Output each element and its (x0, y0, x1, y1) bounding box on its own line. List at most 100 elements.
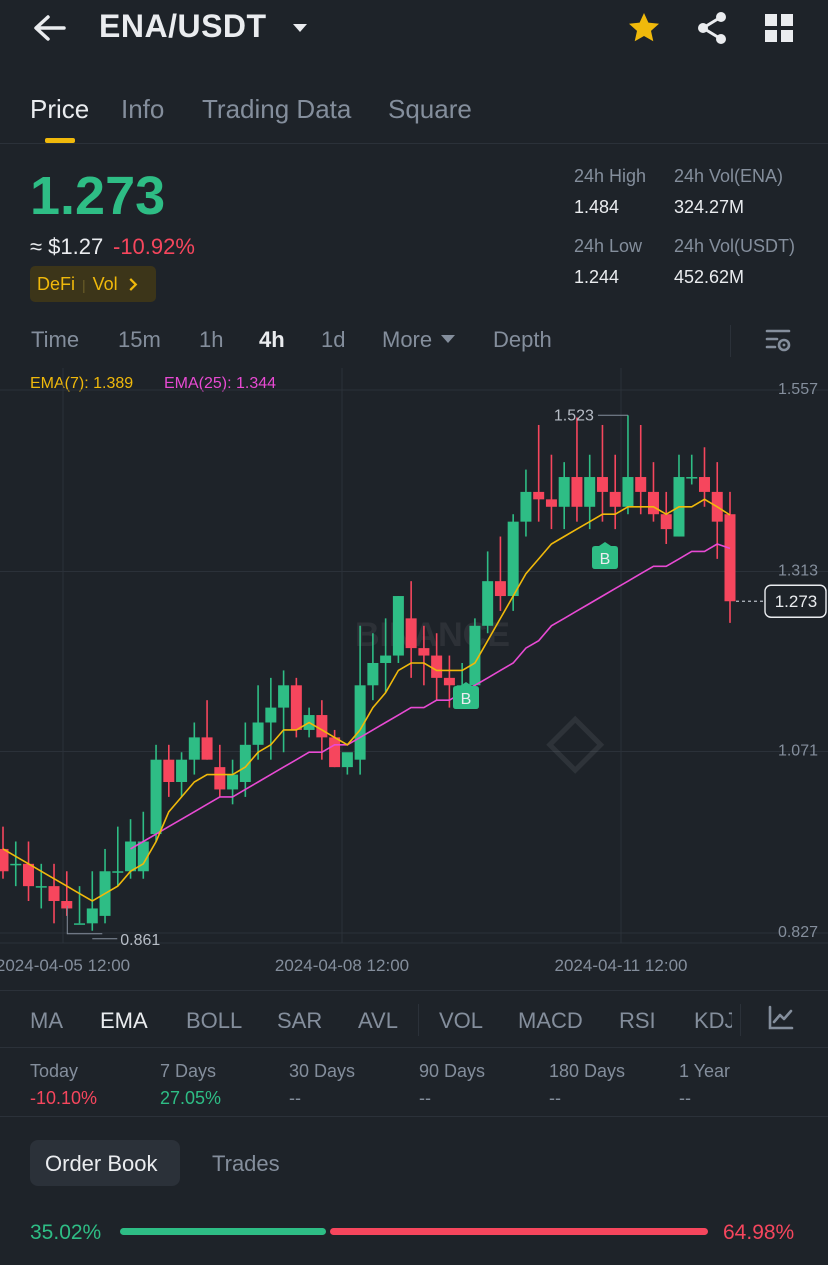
tab-order-book[interactable]: Order Book (30, 1140, 180, 1186)
bid-ratio-bar (120, 1228, 326, 1235)
low-price-label: 0.861 (120, 932, 160, 949)
grid-menu-icon[interactable] (762, 11, 796, 45)
stat-24h-low-label: 24h Low (574, 236, 643, 256)
candle-body (660, 514, 672, 530)
candle-body (112, 871, 124, 873)
candle-body (265, 707, 277, 723)
candle-body (150, 759, 162, 835)
candle-body (392, 596, 404, 656)
high-price-label: 1.523 (554, 407, 594, 424)
candle-body (622, 477, 634, 507)
candle-body (545, 499, 557, 507)
indicator-settings-icon[interactable] (766, 1004, 794, 1032)
indicator-boll[interactable]: BOLL (186, 1008, 243, 1033)
indicator-divider (418, 1004, 419, 1036)
interval-1h[interactable]: 1h (199, 327, 224, 352)
indicator-bar (0, 990, 828, 1048)
indicator-rsi[interactable]: RSI (619, 1008, 656, 1033)
indicator-divider-2 (740, 1004, 741, 1036)
interval-more-label: More (382, 327, 433, 352)
candle-body (686, 477, 698, 479)
candle-body (418, 648, 430, 656)
x-tick-label: 2024-04-05 12:00 (0, 956, 130, 975)
low-marker-bracket (66, 905, 103, 935)
stat-24h-low-value: 1.244 (574, 267, 620, 287)
candle-body (482, 581, 494, 626)
interval-1d[interactable]: 1d (321, 327, 346, 352)
star-icon[interactable] (626, 10, 662, 46)
candle-body (443, 677, 455, 686)
ema25-legend: EMA(25): 1.344 (164, 375, 277, 392)
perf-30d-label: 30 Days (289, 1061, 356, 1081)
candle-body (23, 863, 35, 887)
perf-7d-value: 27.05% (160, 1088, 222, 1108)
indicator-ema[interactable]: EMA (100, 1008, 148, 1033)
dropdown-caret-icon[interactable] (290, 18, 310, 38)
price-change-percent: -10.92% (113, 234, 195, 259)
candle-body (635, 477, 647, 492)
candle-body (188, 737, 200, 760)
tab-price[interactable]: Price (30, 94, 90, 124)
more-caret-icon (441, 335, 456, 343)
tag-defi: DeFi (37, 274, 76, 294)
indicator-sar[interactable]: SAR (277, 1008, 323, 1033)
indicator-kdj[interactable]: KDJ (694, 1008, 732, 1033)
x-tick-label: 2024-04-08 12:00 (275, 956, 409, 975)
candle-body (176, 759, 188, 783)
ema25-line (130, 543, 731, 850)
candle-body (341, 752, 353, 768)
stat-24h-high-value: 1.484 (574, 197, 620, 217)
indicator-vol[interactable]: VOL (439, 1008, 484, 1033)
indicator-ma[interactable]: MA (30, 1008, 63, 1033)
back-arrow-icon[interactable] (30, 10, 70, 46)
perf-180d-value: -- (549, 1088, 561, 1108)
chart-settings-icon[interactable] (762, 324, 794, 356)
tab-trading-data[interactable]: Trading Data (202, 94, 352, 124)
candle-body (469, 625, 481, 686)
ask-ratio-bar (330, 1228, 708, 1235)
tab-info[interactable]: Info (121, 94, 165, 124)
interval-more[interactable]: More (382, 327, 456, 353)
candle-body (571, 477, 583, 507)
candle-body (507, 521, 519, 597)
ask-percent: 64.98% (723, 1221, 795, 1244)
candle-body (278, 685, 290, 708)
interval-15m[interactable]: 15m (118, 327, 161, 352)
ema7-line (2, 498, 731, 902)
candle-body (724, 514, 736, 602)
candle-body (252, 722, 264, 745)
candle-body (558, 477, 570, 507)
buy-marker (453, 682, 479, 709)
stat-24h-vol-base-label: 24h Vol(ENA) (674, 166, 784, 186)
pair-title[interactable]: ENA/USDT (99, 8, 267, 44)
chevron-right-icon (129, 278, 138, 291)
perf-90d-label: 90 Days (419, 1061, 486, 1081)
tab-trades[interactable]: Trades (212, 1151, 280, 1176)
candle-body (584, 477, 596, 507)
perf-180d-label: 180 Days (549, 1061, 626, 1081)
candle-body (10, 863, 22, 866)
top-bar: ENA/USDT (0, 0, 828, 60)
interval-depth[interactable]: Depth (493, 327, 552, 352)
current-price-tag (764, 584, 827, 618)
candle-body (61, 901, 73, 909)
tab-square[interactable]: Square (388, 94, 472, 124)
candle-body (86, 908, 98, 924)
candle-body (609, 491, 621, 507)
tag-separator: | (82, 277, 86, 293)
candle-body (647, 491, 659, 515)
fiat-price: ≈ $1.27 (30, 234, 104, 259)
candle-body (354, 685, 366, 760)
indicator-macd[interactable]: MACD (518, 1008, 583, 1033)
share-icon[interactable] (694, 10, 730, 46)
candle-body (533, 491, 545, 500)
interval-4h[interactable]: 4h (259, 327, 285, 352)
stat-24h-vol-quote-value: 452.62M (674, 267, 745, 287)
indicator-avl[interactable]: AVL (358, 1008, 398, 1033)
interval-time[interactable]: Time (31, 327, 80, 352)
perf-7d-label: 7 Days (160, 1061, 217, 1081)
candle-body (380, 655, 392, 663)
buy-marker (592, 542, 618, 569)
category-tag[interactable]: DeFi | Vol (30, 266, 156, 302)
